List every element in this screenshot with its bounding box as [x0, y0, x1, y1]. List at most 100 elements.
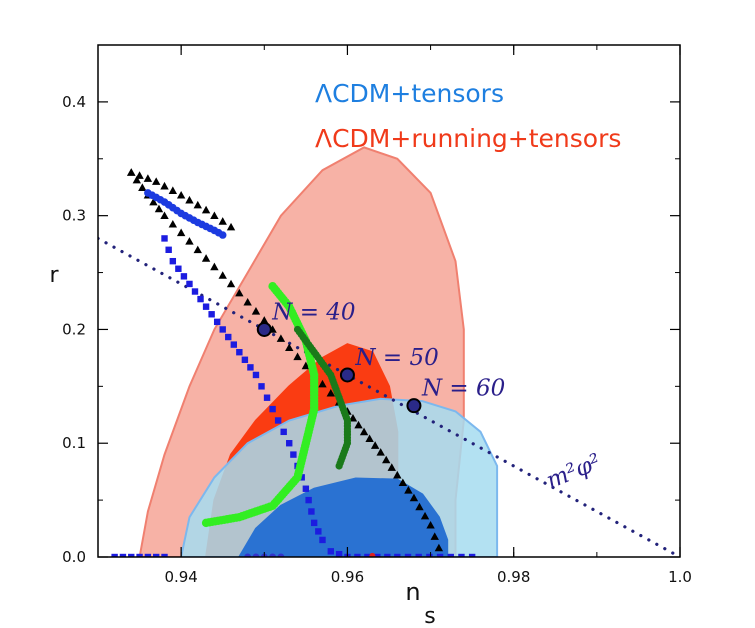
- x-axis-title-subscript: s: [424, 604, 435, 628]
- x-tick-label: 0.98: [497, 568, 530, 586]
- point: [263, 394, 271, 401]
- y-tick-label: 0.2: [62, 320, 86, 338]
- point: [135, 171, 144, 179]
- legend-entry-0: ΛCDM+tensors: [315, 79, 504, 108]
- data-layer: [98, 146, 680, 557]
- point: [354, 420, 363, 429]
- series-blue-tiny-floor: [244, 553, 285, 557]
- point: [243, 297, 252, 306]
- y-tick-label: 0.1: [62, 434, 86, 452]
- y-tick-label: 0.3: [62, 207, 86, 225]
- point: [149, 197, 158, 206]
- point: [326, 388, 335, 397]
- point: [359, 427, 369, 436]
- point: [436, 553, 444, 557]
- highlight-point-0: [256, 321, 272, 337]
- highlight-point-2: [406, 398, 422, 414]
- point: [161, 553, 168, 557]
- point: [225, 333, 232, 341]
- point: [393, 470, 402, 479]
- plot-frame: [97, 44, 681, 558]
- point: [136, 553, 143, 557]
- point: [404, 553, 412, 557]
- x-tick-label: 0.96: [331, 568, 364, 586]
- point: [252, 371, 260, 379]
- point: [335, 462, 343, 470]
- point: [185, 195, 194, 204]
- point: [175, 265, 182, 272]
- point: [154, 204, 164, 213]
- point: [415, 553, 422, 557]
- plot-area: [98, 146, 680, 557]
- point: [127, 168, 136, 176]
- axes: [97, 44, 681, 558]
- point: [168, 220, 178, 228]
- y-axis-title: r: [49, 263, 59, 288]
- point: [235, 288, 244, 297]
- point: [354, 553, 361, 557]
- point: [193, 200, 202, 209]
- point: [310, 519, 318, 527]
- point: [193, 245, 202, 254]
- series-black-upper-branch: [127, 168, 236, 231]
- point: [370, 441, 380, 449]
- point: [226, 279, 236, 288]
- point: [119, 553, 127, 557]
- x-tick-label: 1.0: [668, 568, 692, 586]
- series-blue-floor: [111, 553, 168, 557]
- point: [128, 553, 135, 557]
- point: [318, 379, 327, 388]
- point: [208, 311, 215, 318]
- point: [301, 361, 311, 370]
- point: [251, 307, 261, 315]
- point: [286, 440, 293, 447]
- point: [384, 553, 391, 557]
- point: [201, 205, 211, 214]
- point: [447, 553, 454, 557]
- point: [185, 237, 194, 245]
- point: [252, 553, 260, 557]
- point: [335, 550, 343, 557]
- point: [305, 496, 312, 504]
- point: [247, 364, 254, 371]
- point: [426, 520, 435, 529]
- point: [210, 211, 219, 220]
- highlight-label-1: N = 50: [354, 345, 438, 371]
- point: [319, 536, 326, 544]
- labels: N = 40 N = 50 N = 60 m²φ² 0.94 0.96 0.98 1.0 0.0…: [49, 79, 691, 628]
- point: [280, 428, 287, 436]
- point: [387, 463, 396, 471]
- point: [160, 181, 169, 190]
- point: [153, 553, 160, 557]
- point: [269, 405, 276, 413]
- point: [277, 553, 285, 557]
- point: [191, 288, 199, 295]
- point: [241, 356, 249, 363]
- point: [165, 246, 172, 253]
- point: [168, 186, 178, 194]
- point: [458, 553, 465, 557]
- point: [218, 217, 227, 225]
- point: [186, 280, 193, 288]
- legend-entry-1: ΛCDM+running+tensors: [315, 124, 621, 153]
- contour-3: [238, 477, 449, 557]
- point: [327, 548, 334, 555]
- point: [218, 271, 227, 279]
- point: [258, 383, 265, 390]
- point: [302, 485, 310, 492]
- point: [404, 486, 413, 494]
- point: [144, 553, 152, 557]
- y-tick-label: 0.0: [62, 548, 86, 566]
- point: [176, 190, 186, 199]
- point: [430, 532, 439, 540]
- point: [132, 175, 141, 184]
- point: [434, 543, 444, 552]
- point: [201, 518, 211, 528]
- highlight-label-0: N = 40: [271, 299, 355, 325]
- x-axis-title: n: [405, 578, 420, 606]
- point: [160, 211, 169, 220]
- point: [285, 343, 294, 352]
- point: [111, 553, 118, 557]
- point: [420, 511, 430, 520]
